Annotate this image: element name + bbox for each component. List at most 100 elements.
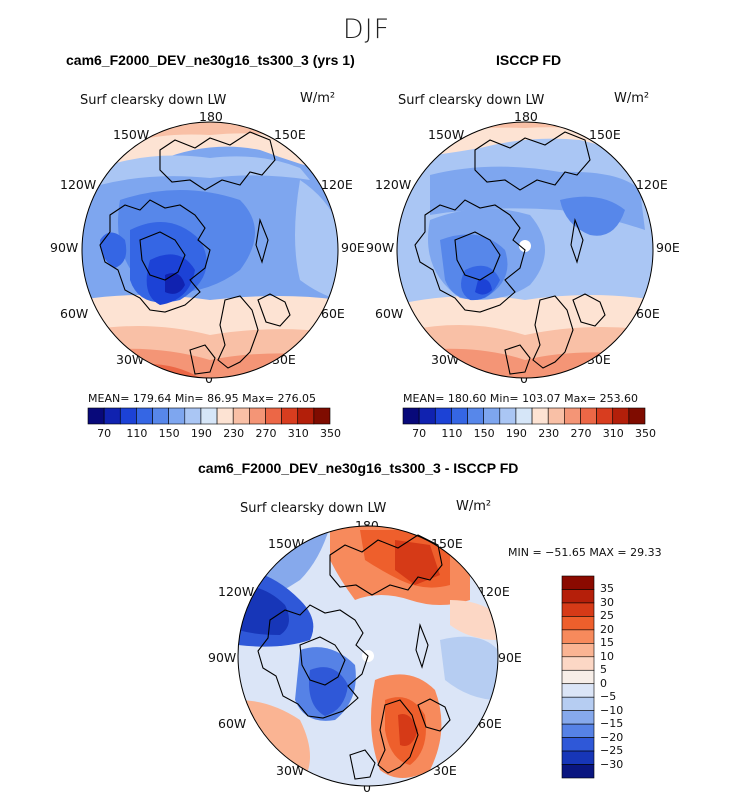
colorbar-tick-label: 30 xyxy=(600,595,614,609)
colorbar-cell xyxy=(561,629,595,644)
lon-label: 0 xyxy=(363,780,371,795)
colorbar-tick-label: −15 xyxy=(600,717,624,731)
variable-label-obs: Surf clearsky down LW xyxy=(398,93,545,108)
colorbar-cell xyxy=(249,407,266,425)
lon-label: 150W xyxy=(428,127,465,142)
colorbar-cell xyxy=(628,407,646,425)
colorbar-cell xyxy=(184,407,202,425)
panel-title-diff: cam6_F2000_DEV_ne30g16_ts300_3 - ISCCP F… xyxy=(198,460,519,476)
lon-label: 180 xyxy=(514,109,538,124)
colorbar-cell xyxy=(561,656,595,671)
colorbar-obs xyxy=(402,407,646,425)
colorbar-cell xyxy=(561,696,595,711)
units-label-diff: W/m² xyxy=(456,499,492,514)
colorbar-cell xyxy=(402,407,420,425)
colorbar-cell xyxy=(547,407,565,425)
lon-label: 120E xyxy=(321,177,353,192)
lon-label: 150W xyxy=(113,127,150,142)
lon-label: 60E xyxy=(636,306,660,321)
colorbar-tick-label: 10 xyxy=(600,649,614,663)
colorbar-tick-label: 20 xyxy=(600,622,614,636)
colorbar-cell xyxy=(451,407,468,425)
lon-label: 30W xyxy=(276,763,305,778)
lon-label: 150W xyxy=(268,536,305,551)
colorbar-tick-label: −25 xyxy=(600,744,624,758)
colorbar-cell xyxy=(87,407,105,425)
colorbar-tick-label: 0 xyxy=(600,676,607,690)
colorbar-tick-label: −10 xyxy=(600,703,624,717)
colorbar-cell xyxy=(612,407,630,425)
colorbar-tick-label: −20 xyxy=(600,730,624,744)
colorbar-tick-label: 35 xyxy=(600,582,614,596)
colorbar-cell xyxy=(561,669,595,685)
colorbar-tick-label: 15 xyxy=(600,636,614,650)
colorbar-tick-label: 310 xyxy=(287,427,309,440)
figure-suptitle: DJF xyxy=(342,14,391,45)
coastlines-model xyxy=(99,131,291,375)
colorbar-cell xyxy=(515,407,533,425)
map-obs-border xyxy=(396,121,654,379)
colorbar-cell xyxy=(418,407,436,425)
units-label-model: W/m² xyxy=(300,91,336,106)
lon-label: 120W xyxy=(375,177,412,192)
lon-label: 60E xyxy=(478,716,502,731)
stats-diff: MIN = −51.65 MAX = 29.33 xyxy=(508,546,662,559)
map-diff-border xyxy=(237,525,499,787)
lon-label: 90E xyxy=(656,240,680,255)
colorbar-cell xyxy=(136,407,153,425)
colorbar-tick-label: 150 xyxy=(473,427,495,440)
colorbar-tick-label: 310 xyxy=(602,427,624,440)
colorbar-tick-label: 230 xyxy=(223,427,245,440)
colorbar-cell xyxy=(561,710,595,725)
colorbar-model xyxy=(87,407,331,425)
colorbar-tick-label: 350 xyxy=(320,427,341,440)
colorbar-tick-label: 25 xyxy=(600,609,614,623)
colorbar-tick-label: 270 xyxy=(255,427,277,440)
variable-label-model: Surf clearsky down LW xyxy=(80,93,227,108)
lon-label: 150E xyxy=(274,127,306,142)
panel-title-model: cam6_F2000_DEV_ne30g16_ts300_3 (yrs 1) xyxy=(66,52,355,68)
colorbar-tick-label: 350 xyxy=(635,427,656,440)
colorbar-cell xyxy=(561,750,595,765)
colorbar-cell xyxy=(561,764,595,779)
lon-label: 60W xyxy=(375,306,404,321)
map-obs-field xyxy=(397,122,653,378)
colorbar-cell xyxy=(168,407,186,425)
colorbar-diff xyxy=(561,575,595,779)
colorbar-cell xyxy=(499,407,517,425)
colorbar-cell xyxy=(281,407,299,425)
lon-label: 150E xyxy=(589,127,621,142)
colorbar-tick-label: −30 xyxy=(600,757,624,771)
colorbar-cell xyxy=(216,407,234,425)
lon-label: 0 xyxy=(520,371,528,386)
colorbar-cell xyxy=(580,407,597,425)
lon-label: 90E xyxy=(498,650,522,665)
lon-label: 0 xyxy=(205,371,213,386)
colorbar-cell xyxy=(119,407,137,425)
polar-gap-obs xyxy=(519,240,531,252)
colorbar-cell xyxy=(564,407,581,425)
lon-label: 90W xyxy=(366,240,395,255)
coastlines-obs xyxy=(414,131,606,375)
lon-label: 180 xyxy=(199,109,223,124)
colorbar-cell xyxy=(531,407,549,425)
map-model-border xyxy=(81,121,339,379)
colorbar-cell xyxy=(561,683,595,698)
lon-label: 120W xyxy=(60,177,97,192)
colorbar-cell xyxy=(434,407,452,425)
lon-label: 120E xyxy=(636,177,668,192)
colorbar-tick-label: 190 xyxy=(190,427,212,440)
colorbar-cell xyxy=(561,589,595,604)
colorbar-tick-label: 110 xyxy=(441,427,463,440)
colorbar-cell xyxy=(561,602,595,617)
colorbar-tick-label: 150 xyxy=(158,427,180,440)
lon-label: 90E xyxy=(341,240,365,255)
units-label-obs: W/m² xyxy=(614,91,650,106)
lon-label: 120W xyxy=(218,584,255,599)
lon-label: 60E xyxy=(321,306,345,321)
coastlines-diff xyxy=(257,534,451,780)
lon-label: 120E xyxy=(478,584,510,599)
lon-label: 60W xyxy=(218,716,247,731)
colorbar-tick-label: 70 xyxy=(97,427,112,440)
colorbar-cell xyxy=(483,407,501,425)
